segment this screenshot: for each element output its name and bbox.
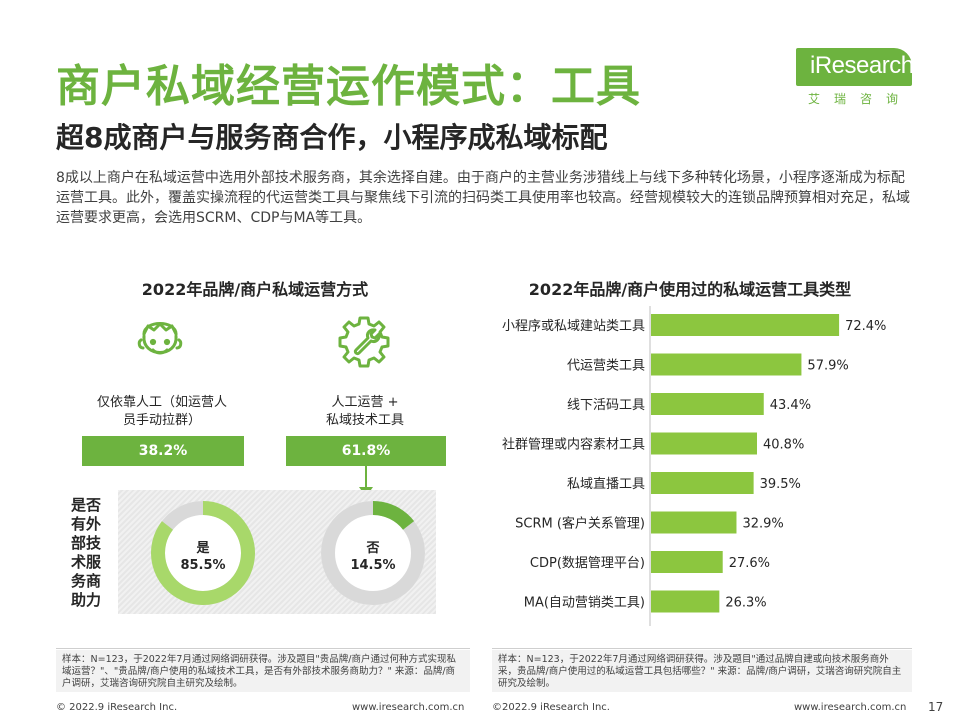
option-tools-label-line2: 私域技术工具 (325, 413, 404, 428)
description-paragraph: 8成以上商户在私域运营中选用外部技术服务商，其余选择自建。由于商户的主营业务涉猎… (56, 170, 910, 226)
page-title: 商户私域经营运作模式：工具 (56, 61, 641, 112)
bar-category-label: CDP(数据管理平台) (530, 556, 645, 571)
bar (651, 590, 720, 613)
left-section-title: 2022年品牌/商户私域运营方式 (141, 280, 369, 299)
donut-no-value: 14.5% (350, 558, 396, 573)
donut-yes-chart (151, 501, 255, 605)
option-manual-percent: 38.2% (82, 436, 244, 466)
donut-yes-value: 85.5% (180, 558, 226, 573)
assist-question-line: 有外 (70, 515, 101, 533)
bar-value-label: 26.3% (725, 596, 766, 611)
footer-url-left[interactable]: www.iresearch.com.cn (352, 702, 465, 713)
bar-value-label: 32.9% (742, 517, 783, 532)
assist-question-line: 术服 (70, 553, 101, 571)
bar-value-label: 39.5% (760, 477, 801, 492)
person-face-icon (130, 312, 190, 372)
bar (651, 551, 723, 573)
option-tools-percent: 61.8% (286, 436, 446, 466)
donut-no-chart (321, 501, 425, 605)
source-note-left: 样本：N=123，于2022年7月通过网络调研获得。涉及题目"贵品牌/商户通过何… (56, 650, 470, 692)
page-number: 17 (928, 700, 944, 714)
donut-yes-arc (151, 501, 255, 605)
arrow-connector (365, 464, 367, 490)
bar-category-label: 小程序或私域建站类工具 (502, 319, 645, 334)
donut-yes-label: 是 (196, 541, 210, 556)
footer-copyright-left: © 2022.9 iResearch Inc. (56, 702, 178, 713)
source-divider-right (492, 648, 912, 649)
logo-text: iResearch (810, 52, 914, 79)
assist-question-line: 助力 (70, 591, 101, 609)
donut-no-center (321, 501, 425, 605)
assist-question-line: 是否 (70, 496, 101, 514)
donut-no-label: 否 (366, 541, 380, 556)
bar (651, 511, 737, 534)
footer-copyright-right: ©2022.9 iResearch Inc. (492, 702, 610, 713)
page-subtitle: 超8成商户与服务商合作，小程序成私域标配 (56, 121, 608, 154)
donut-yes-text: 是 85.5% (163, 540, 243, 574)
source-note-right: 样本：N=123，于2022年7月通过网络调研获得。涉及题目"通过品牌自建或向技… (492, 650, 912, 692)
option-manual-label-line2: 员手动拉群） (122, 413, 201, 428)
bar (651, 353, 802, 376)
donut-yes-center (151, 501, 255, 605)
iresearch-logo: iResearch 艾瑞咨询 (786, 48, 916, 110)
source-divider-left (56, 648, 470, 649)
bar (651, 472, 754, 494)
option-tools-label-line1: 人工运营 + (331, 395, 399, 410)
bar (651, 314, 840, 336)
bar (651, 393, 764, 415)
logo-subtext: 艾瑞咨询 (808, 92, 913, 106)
bar-category-label: 线下活码工具 (567, 398, 645, 413)
logo-badge: iResearch (796, 48, 914, 86)
footer-url-right[interactable]: www.iresearch.com.cn (794, 702, 907, 713)
bar (651, 432, 758, 455)
bar-category-label: 代运营类工具 (567, 359, 645, 374)
option-manual-label-line1: 仅依靠人工（如运营人 (96, 395, 227, 410)
bar-category-label: 社群管理或内容素材工具 (502, 437, 645, 453)
bar-category-label: 私域直播工具 (567, 477, 645, 492)
assist-question-line: 部技 (70, 534, 101, 552)
option-tools-label: 人工运营 + 私域技术工具 (290, 394, 440, 430)
tools-bar-chart: 小程序或私域建站类工具 72.4% 代运营类工具 57.9% 线下活码工具 43.4% 社群… (502, 306, 886, 626)
option-manual-label: 仅依靠人工（如运营人 员手动拉群） (82, 394, 242, 430)
gear-wrench-icon (334, 312, 394, 372)
donut-no-arc (372, 501, 415, 530)
bar-category-label: MA(自动营销类工具) (524, 596, 645, 611)
assist-question-line: 务商 (70, 572, 101, 590)
bar-value-label: 40.8% (763, 438, 804, 453)
donut-no-text: 否 14.5% (333, 540, 413, 574)
bar-value-label: 43.4% (770, 398, 811, 413)
assist-question-label: 是否 有外 部技 术服 务商 助力 (62, 496, 110, 610)
bar-value-label: 72.4% (845, 319, 886, 334)
bar-value-label: 27.6% (729, 556, 770, 571)
chart-title: 2022年品牌/商户使用过的私域运营工具类型 (528, 280, 852, 299)
bar-category-label: SCRM (客户关系管理) (515, 516, 645, 532)
bar-value-label: 57.9% (807, 359, 848, 374)
